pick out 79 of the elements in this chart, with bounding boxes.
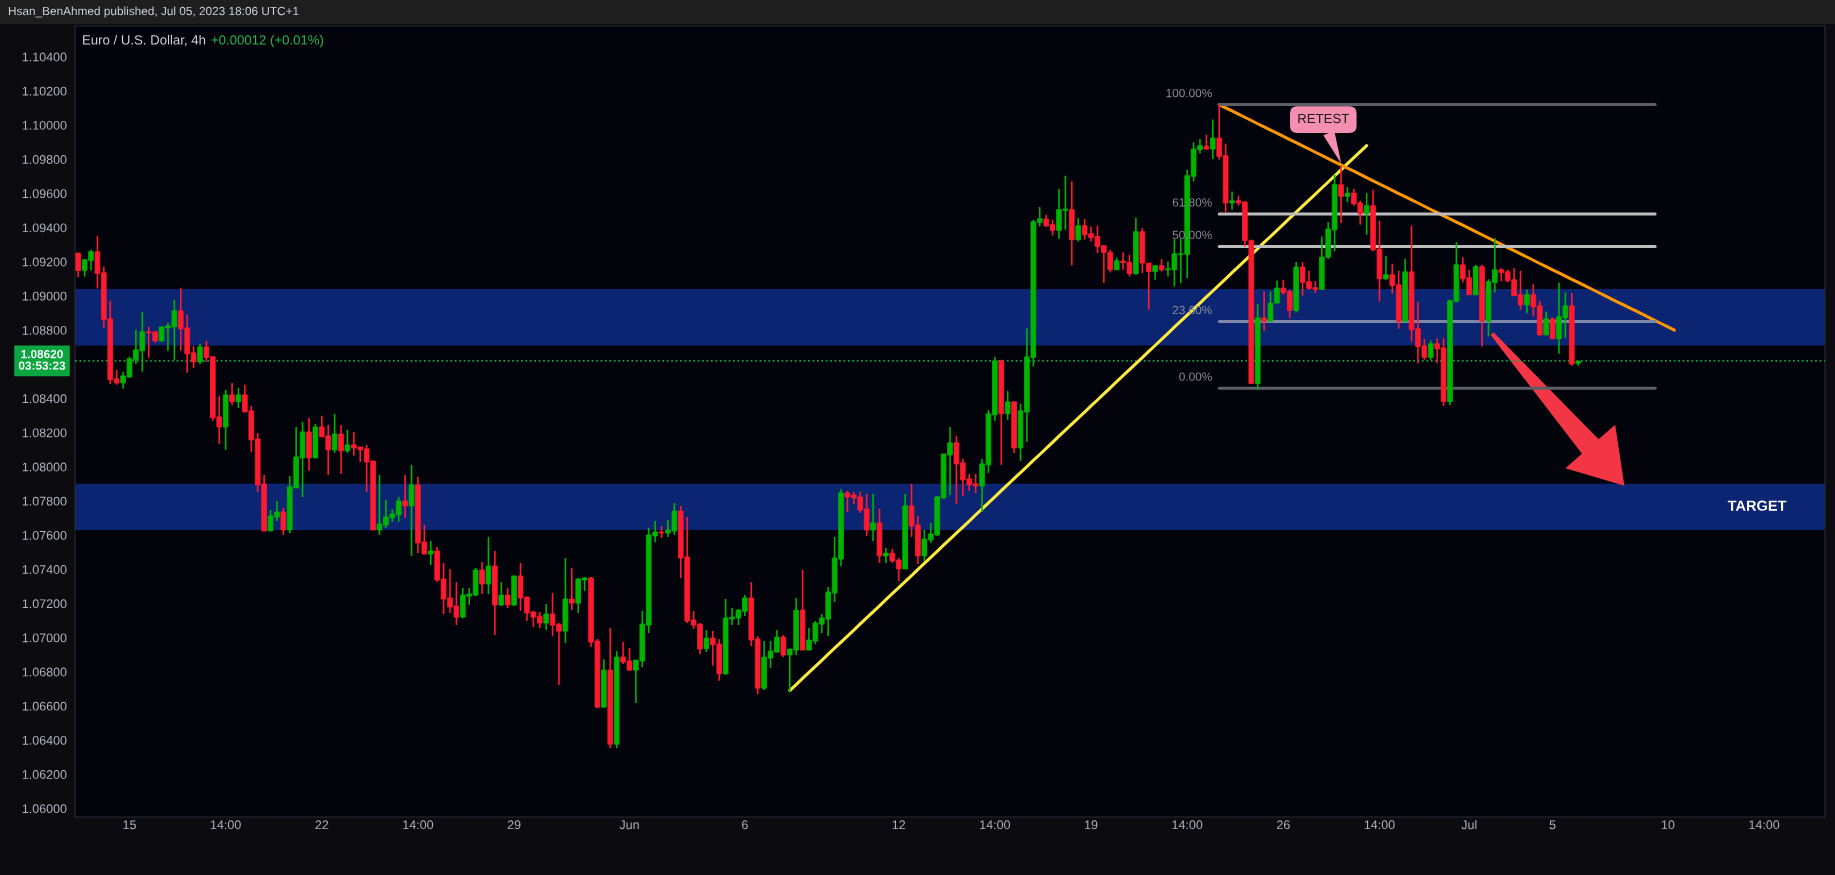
candlestick <box>402 474 408 519</box>
series-label: 0.00% <box>1179 372 1212 381</box>
y-tick-label: 1.07800 <box>22 496 67 506</box>
y-tick-label: 1.08200 <box>22 428 67 438</box>
x-tick-label: 26 <box>1277 820 1290 830</box>
y-tick-label: 1.07600 <box>22 530 67 540</box>
candlestick <box>703 629 710 653</box>
y-tick-label: 1.09000 <box>22 291 67 301</box>
candlestick <box>197 342 203 365</box>
candlestick <box>504 587 511 609</box>
candlestick <box>1427 339 1434 361</box>
x-tick-label: 29 <box>507 820 521 830</box>
x-tick-label: 14:00 <box>403 820 434 830</box>
candlestick <box>479 561 485 595</box>
candlestick <box>485 536 492 595</box>
candlestick <box>338 424 344 475</box>
candlestick <box>344 429 351 454</box>
candlestick <box>1524 288 1530 314</box>
y-tick-label: 1.10000 <box>22 120 67 130</box>
candlestick <box>1543 311 1549 336</box>
y-tick-label: 1.07000 <box>22 633 67 643</box>
candlestick <box>1338 164 1344 224</box>
y-tick-label: 1.06600 <box>22 701 67 711</box>
y-tick-label: 1.09600 <box>22 189 67 199</box>
text: +0.00012 (+0.01%) <box>211 34 324 48</box>
x-tick-label: 19 <box>1085 820 1098 830</box>
y-tick-label: 1.07400 <box>22 565 67 574</box>
candlestick <box>1261 290 1267 332</box>
candlestick <box>229 382 235 406</box>
text: Hsan_BenAhmed published, Jul 05, 2023 18:06 UTC+1 <box>8 6 299 18</box>
text: Euro / U.S. Dollar, 4h <box>83 34 206 47</box>
candlestick <box>408 464 415 557</box>
ref-line-label: 1.08620 03:53:23 <box>18 349 66 370</box>
candlestick <box>1229 190 1235 211</box>
x-tick-label: 14:00 <box>980 820 1011 830</box>
candlestick <box>1383 254 1389 281</box>
candlestick <box>1075 217 1081 243</box>
x-tick-label: 12 <box>892 820 906 830</box>
x-tick-label: Jul <box>1461 820 1477 830</box>
candlestick <box>870 493 876 542</box>
x-tick-label: 22 <box>315 820 329 830</box>
x-tick-label: 14:00 <box>210 820 241 830</box>
y-tick-label: 1.09800 <box>22 155 67 164</box>
candlestick <box>1210 118 1216 160</box>
x-tick-label: 14:00 <box>1364 820 1395 830</box>
x-tick-label: 14:00 <box>1749 820 1780 830</box>
candlestick <box>75 252 81 278</box>
candlestick <box>543 603 549 631</box>
y-tick-label: 1.10400 <box>22 52 67 62</box>
y-tick-label: 1.10200 <box>22 86 67 96</box>
annotation: RETEST <box>1298 113 1350 124</box>
candlestick <box>1004 390 1011 421</box>
candlestick <box>331 413 338 454</box>
x-tick-label: 10 <box>1661 820 1675 830</box>
candlestick <box>427 540 434 566</box>
y-tick-label: 1.06200 <box>22 770 67 779</box>
line-series <box>788 144 1369 693</box>
candlestick <box>569 567 575 611</box>
y-tick-label: 1.08000 <box>22 462 67 472</box>
y-tick-label: 1.06800 <box>22 667 67 677</box>
line-series <box>1217 103 1676 332</box>
y-tick-label: 1.08400 <box>22 394 67 404</box>
y-tick-label: 1.08800 <box>22 325 67 335</box>
band-label: TARGET <box>1727 500 1787 511</box>
x-tick-label: 14:00 <box>1172 820 1203 830</box>
candlestick <box>780 634 787 658</box>
y-tick-label: 1.06000 <box>22 804 67 814</box>
y-tick-label: 1.09400 <box>22 223 67 233</box>
x-tick-label: 5 <box>1549 820 1556 830</box>
series-label: 100.00% <box>1166 88 1212 98</box>
candlestick <box>280 507 287 536</box>
x-tick-label: Jun <box>619 820 639 830</box>
y-tick-label: 1.06400 <box>22 735 67 745</box>
x-tick-label: 6 <box>742 820 748 830</box>
x-tick-label: 15 <box>123 820 136 830</box>
y-tick-label: 1.07200 <box>22 599 67 609</box>
y-tick-label: 1.09200 <box>22 257 67 267</box>
candlestick <box>235 387 242 409</box>
candlestick <box>1363 192 1370 236</box>
